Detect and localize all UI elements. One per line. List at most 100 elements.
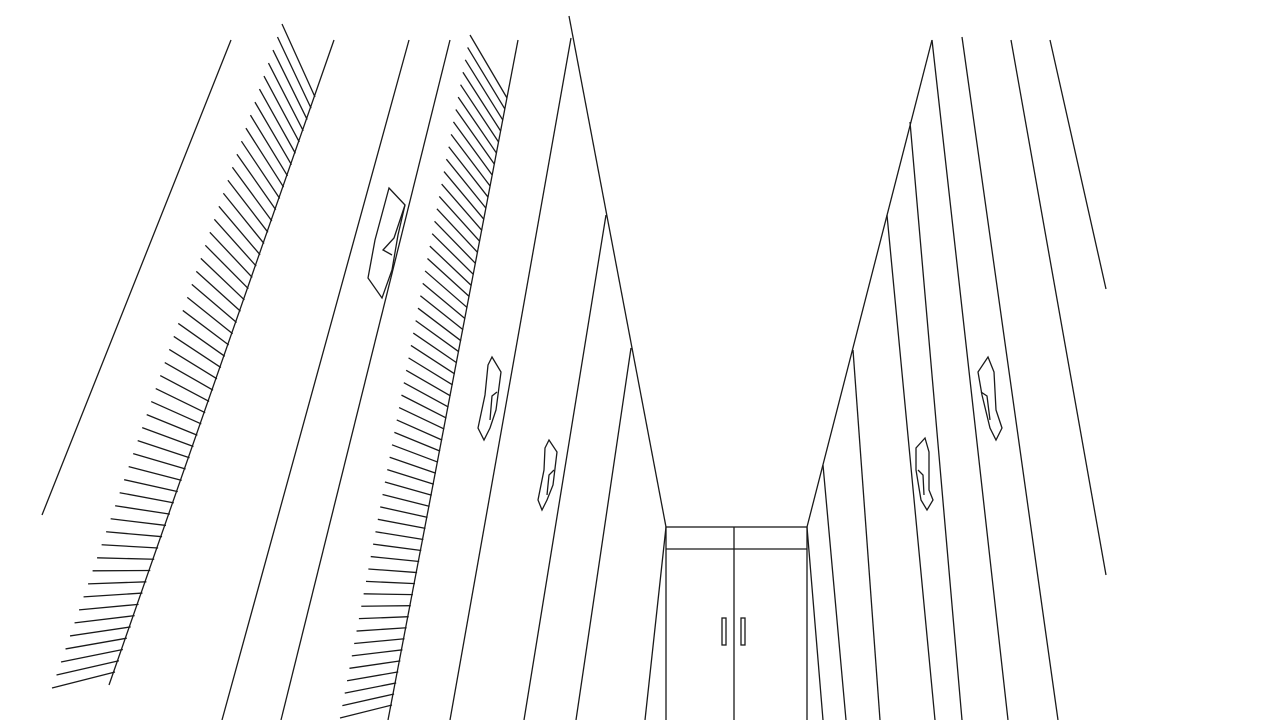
hatch-line	[441, 183, 483, 231]
cabinet-edge-line	[644, 526, 667, 720]
hatch-line	[405, 369, 451, 397]
hatch-line	[443, 171, 485, 220]
hatch-line	[438, 196, 481, 242]
hatch-line	[213, 218, 257, 267]
hatch-line	[168, 348, 218, 380]
hatch-line	[384, 481, 432, 496]
hatch-line	[173, 335, 222, 369]
cabinet-handle	[537, 438, 558, 512]
hatch-line	[263, 75, 300, 143]
cabinet-handle	[977, 355, 1003, 442]
hatch-line	[124, 479, 178, 493]
cabinet-handle-detail	[917, 469, 925, 496]
hatch-line	[74, 614, 135, 624]
hatch-line	[245, 127, 285, 188]
hatch-line	[375, 531, 424, 541]
cabinet-edge-line	[961, 36, 1059, 720]
hatch-line	[412, 332, 458, 364]
wall-edge-line	[1049, 39, 1107, 290]
hatch-line	[83, 592, 143, 598]
hatch-line	[155, 387, 206, 414]
hatch-line	[272, 49, 308, 120]
hatch-line	[417, 307, 462, 342]
hatch-line	[403, 382, 449, 408]
hatch-line	[431, 233, 475, 276]
hatch-line	[415, 320, 460, 353]
hatch-line	[408, 357, 453, 386]
hatch-line	[455, 109, 495, 165]
hatch-line	[200, 257, 245, 301]
hatch-line	[195, 270, 241, 312]
hatch-line	[137, 440, 190, 459]
left-wall	[41, 15, 667, 720]
hatch-line	[141, 426, 194, 448]
hatch-line	[110, 518, 167, 527]
cabinet-handle	[915, 436, 934, 512]
hatch-line	[429, 245, 472, 287]
cabinet-edge-line	[852, 349, 881, 720]
hatch-line	[422, 282, 466, 320]
hatch-line	[339, 704, 393, 719]
hatch-line	[267, 62, 304, 132]
hatch-line	[115, 505, 171, 515]
hatch-line	[51, 671, 116, 689]
hatch-line	[222, 192, 265, 244]
hatch-line	[60, 648, 123, 663]
shelf-edge-line	[108, 39, 335, 686]
hatch-line	[469, 34, 508, 99]
hatch-line	[101, 544, 159, 549]
hatch-line	[204, 244, 249, 290]
hatch-line	[452, 121, 493, 176]
cabinet-edge-line	[806, 526, 824, 720]
hatch-line	[365, 580, 416, 585]
hatch-line	[419, 295, 464, 331]
hatch-line	[132, 453, 186, 470]
hatch-line	[227, 179, 269, 233]
hatch-line	[391, 444, 439, 463]
hatch-line	[146, 413, 198, 436]
hatch-line	[382, 493, 430, 507]
hatch-line	[69, 626, 131, 637]
hatch-line	[460, 84, 500, 143]
hatch-line	[351, 649, 403, 657]
hatch-line	[249, 114, 289, 177]
hatch-line	[88, 581, 147, 585]
hatch-line	[436, 208, 479, 253]
hatch-line	[218, 205, 261, 256]
hatch-line	[387, 469, 435, 485]
hatch-line	[377, 518, 426, 530]
hatch-line	[159, 374, 210, 402]
cabinet-edge-line	[280, 39, 451, 720]
door-handle-right[interactable]	[740, 617, 746, 646]
hatch-line	[373, 543, 422, 552]
cabinet-handle	[477, 355, 502, 442]
cabinet-handle-detail	[489, 391, 498, 421]
shelf-edge-line	[387, 39, 519, 720]
hatching-1	[51, 23, 316, 689]
ceiling-corner-line	[568, 15, 667, 528]
hatching-2	[339, 34, 508, 719]
right-wall	[806, 36, 1107, 720]
hatch-line	[254, 101, 293, 165]
cabinet-edge-line	[822, 464, 847, 720]
wall-edge-line	[1010, 39, 1107, 576]
hatch-line	[450, 133, 491, 187]
double-door[interactable]	[665, 526, 808, 720]
hatch-line	[363, 593, 413, 596]
cabinet-edge-line	[575, 347, 632, 720]
hatch-line	[394, 431, 441, 452]
hatch-line	[368, 568, 418, 574]
door-handle-left[interactable]	[721, 617, 727, 646]
cabinet-handle-detail	[546, 469, 555, 496]
wall-edge-line	[41, 39, 232, 516]
hatch-line	[349, 660, 401, 669]
hatch-line	[410, 344, 456, 375]
hatch-line	[97, 557, 155, 560]
end-door	[665, 526, 808, 720]
hatch-line	[106, 531, 163, 538]
hatch-line	[342, 693, 395, 707]
hatch-line	[401, 394, 447, 419]
cabinet-edge-line	[523, 214, 607, 720]
hatch-line	[445, 158, 487, 209]
